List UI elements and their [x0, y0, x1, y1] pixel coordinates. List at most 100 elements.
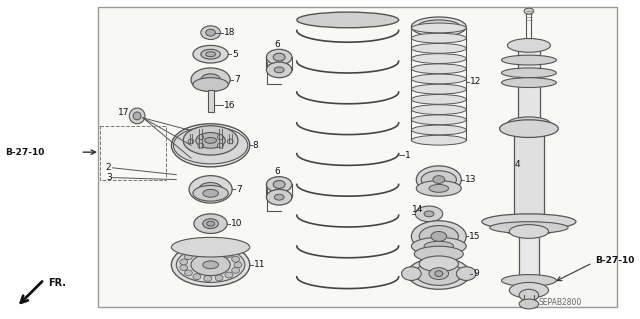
- Text: FR.: FR.: [48, 278, 66, 288]
- Ellipse shape: [193, 250, 201, 256]
- Ellipse shape: [201, 74, 220, 85]
- Ellipse shape: [502, 55, 556, 65]
- Ellipse shape: [297, 12, 399, 28]
- Bar: [100, 126, 166, 180]
- Ellipse shape: [218, 143, 223, 148]
- Text: B-27-10: B-27-10: [5, 148, 44, 157]
- Ellipse shape: [215, 249, 223, 255]
- Ellipse shape: [193, 78, 228, 92]
- Ellipse shape: [201, 26, 220, 40]
- Ellipse shape: [508, 39, 550, 52]
- Ellipse shape: [412, 94, 466, 104]
- Ellipse shape: [502, 78, 556, 87]
- Ellipse shape: [416, 166, 461, 193]
- Ellipse shape: [172, 124, 250, 167]
- Ellipse shape: [191, 254, 230, 276]
- Ellipse shape: [198, 143, 204, 148]
- Ellipse shape: [500, 120, 558, 137]
- Ellipse shape: [176, 247, 245, 282]
- Ellipse shape: [188, 139, 194, 144]
- Ellipse shape: [419, 256, 458, 272]
- Ellipse shape: [204, 248, 212, 254]
- Text: 7: 7: [236, 185, 242, 194]
- Text: 16: 16: [224, 100, 236, 110]
- Text: 3: 3: [106, 173, 111, 182]
- Ellipse shape: [435, 271, 443, 277]
- Ellipse shape: [183, 126, 238, 155]
- Ellipse shape: [524, 8, 534, 14]
- Ellipse shape: [417, 20, 460, 33]
- Ellipse shape: [173, 127, 248, 164]
- Ellipse shape: [412, 54, 466, 63]
- Ellipse shape: [184, 270, 192, 276]
- Ellipse shape: [232, 256, 239, 262]
- Ellipse shape: [198, 135, 204, 140]
- Ellipse shape: [414, 246, 463, 262]
- Ellipse shape: [502, 275, 556, 286]
- Ellipse shape: [419, 226, 458, 247]
- Text: SEPAB2800: SEPAB2800: [539, 298, 582, 307]
- Text: 6: 6: [275, 167, 280, 176]
- Ellipse shape: [433, 176, 445, 183]
- Ellipse shape: [172, 243, 250, 286]
- Ellipse shape: [227, 139, 233, 144]
- Ellipse shape: [205, 137, 216, 143]
- Bar: [519, 232, 539, 290]
- Ellipse shape: [456, 267, 476, 280]
- Text: 10: 10: [231, 219, 243, 228]
- Ellipse shape: [502, 68, 556, 78]
- Ellipse shape: [412, 17, 466, 37]
- Ellipse shape: [508, 117, 550, 130]
- Ellipse shape: [416, 181, 461, 196]
- Ellipse shape: [205, 52, 216, 57]
- Ellipse shape: [232, 267, 239, 273]
- Text: 11: 11: [253, 260, 265, 269]
- Text: B-27-10: B-27-10: [596, 256, 635, 265]
- Text: 17: 17: [118, 108, 129, 117]
- Ellipse shape: [215, 275, 223, 281]
- Ellipse shape: [519, 289, 539, 301]
- Ellipse shape: [412, 74, 466, 84]
- Ellipse shape: [204, 276, 212, 281]
- Ellipse shape: [225, 252, 233, 257]
- Ellipse shape: [184, 254, 192, 260]
- Ellipse shape: [196, 133, 225, 148]
- Text: 2: 2: [106, 163, 111, 172]
- Ellipse shape: [509, 282, 548, 298]
- Ellipse shape: [412, 23, 466, 33]
- Ellipse shape: [500, 218, 558, 235]
- Ellipse shape: [218, 135, 223, 140]
- Ellipse shape: [266, 177, 292, 192]
- Ellipse shape: [133, 112, 141, 120]
- Ellipse shape: [412, 115, 466, 125]
- Ellipse shape: [193, 274, 201, 280]
- Text: 6: 6: [275, 40, 280, 49]
- Ellipse shape: [429, 268, 449, 279]
- Ellipse shape: [194, 214, 227, 234]
- Ellipse shape: [180, 259, 188, 265]
- Ellipse shape: [408, 258, 470, 289]
- Ellipse shape: [421, 171, 456, 189]
- Text: 12: 12: [470, 77, 481, 86]
- Ellipse shape: [205, 29, 216, 36]
- Ellipse shape: [201, 49, 220, 59]
- Ellipse shape: [266, 49, 292, 65]
- Ellipse shape: [189, 176, 232, 203]
- Ellipse shape: [415, 262, 462, 286]
- Ellipse shape: [412, 125, 466, 135]
- Ellipse shape: [412, 135, 466, 145]
- Ellipse shape: [193, 45, 228, 63]
- Ellipse shape: [412, 221, 466, 252]
- Ellipse shape: [412, 43, 466, 53]
- Ellipse shape: [266, 189, 292, 205]
- Ellipse shape: [203, 189, 218, 197]
- Ellipse shape: [129, 108, 145, 124]
- Ellipse shape: [191, 68, 230, 92]
- Ellipse shape: [490, 222, 568, 234]
- Ellipse shape: [429, 184, 449, 192]
- Ellipse shape: [482, 214, 576, 230]
- Ellipse shape: [412, 84, 466, 94]
- Ellipse shape: [424, 211, 434, 217]
- Ellipse shape: [519, 299, 539, 309]
- Ellipse shape: [275, 67, 284, 73]
